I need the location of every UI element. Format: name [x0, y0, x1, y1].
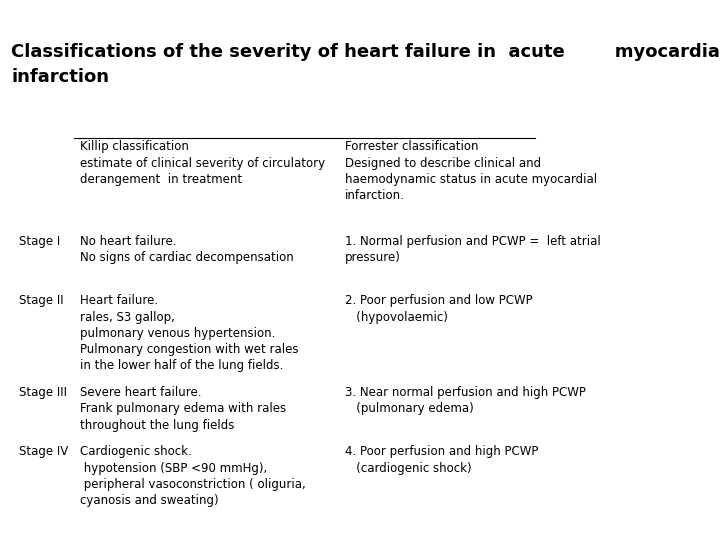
- Text: Cardiogenic shock.: Cardiogenic shock.: [80, 446, 192, 458]
- Text: pressure): pressure): [345, 251, 401, 264]
- Text: infarction.: infarction.: [345, 189, 405, 202]
- Text: 2. Poor perfusion and low PCWP: 2. Poor perfusion and low PCWP: [345, 294, 533, 307]
- Text: Classifications of the severity of heart failure in  acute        myocardial: Classifications of the severity of heart…: [11, 43, 720, 61]
- Text: rales, S3 gallop,: rales, S3 gallop,: [80, 310, 175, 323]
- Text: hypotension (SBP <90 mmHg),: hypotension (SBP <90 mmHg),: [80, 462, 267, 475]
- Text: Pulmonary congestion with wet rales: Pulmonary congestion with wet rales: [80, 343, 299, 356]
- Text: Designed to describe clinical and: Designed to describe clinical and: [345, 157, 541, 170]
- Text: No heart failure.: No heart failure.: [80, 235, 176, 248]
- Text: in the lower half of the lung fields.: in the lower half of the lung fields.: [80, 359, 284, 372]
- Text: (hypovolaemic): (hypovolaemic): [345, 310, 448, 323]
- Text: haemodynamic status in acute myocardial: haemodynamic status in acute myocardial: [345, 173, 597, 186]
- Text: cyanosis and sweating): cyanosis and sweating): [80, 494, 219, 507]
- Text: Heart failure.: Heart failure.: [80, 294, 158, 307]
- Text: derangement  in treatment: derangement in treatment: [80, 173, 242, 186]
- Text: estimate of clinical severity of circulatory: estimate of clinical severity of circula…: [80, 157, 325, 170]
- Text: pulmonary venous hypertension.: pulmonary venous hypertension.: [80, 327, 275, 340]
- Text: (pulmonary edema): (pulmonary edema): [345, 402, 474, 415]
- Text: Stage IV: Stage IV: [19, 446, 68, 458]
- Text: (cardiogenic shock): (cardiogenic shock): [345, 462, 472, 475]
- Text: Stage I: Stage I: [19, 235, 60, 248]
- Text: Killip classification: Killip classification: [80, 140, 189, 153]
- Text: Severe heart failure.: Severe heart failure.: [80, 386, 202, 399]
- Text: peripheral vasoconstriction ( oliguria,: peripheral vasoconstriction ( oliguria,: [80, 478, 306, 491]
- Text: infarction: infarction: [11, 68, 109, 85]
- Text: throughout the lung fields: throughout the lung fields: [80, 418, 235, 431]
- Text: 1. Normal perfusion and PCWP =  left atrial: 1. Normal perfusion and PCWP = left atri…: [345, 235, 600, 248]
- Text: 3. Near normal perfusion and high PCWP: 3. Near normal perfusion and high PCWP: [345, 386, 586, 399]
- Text: Forrester classification: Forrester classification: [345, 140, 478, 153]
- Text: 4. Poor perfusion and high PCWP: 4. Poor perfusion and high PCWP: [345, 446, 539, 458]
- Text: No signs of cardiac decompensation: No signs of cardiac decompensation: [80, 251, 294, 264]
- Text: Stage II: Stage II: [19, 294, 64, 307]
- Text: Stage III: Stage III: [19, 386, 67, 399]
- Text: Frank pulmonary edema with rales: Frank pulmonary edema with rales: [80, 402, 286, 415]
